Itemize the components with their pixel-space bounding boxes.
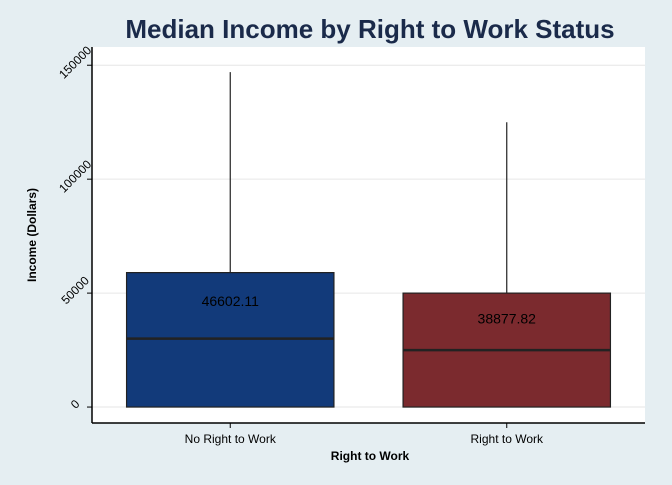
boxes: 46602.11 38877.82: [125, 72, 612, 408]
x-tick-label: No Right to Work: [185, 432, 277, 446]
data-label: 46602.11: [202, 293, 260, 309]
box-group: 46602.11: [125, 72, 335, 408]
x-ticks: No Right to Work Right to Work: [185, 423, 544, 446]
chart-title: Median Income by Right to Work Status: [125, 14, 614, 44]
x-axis-title: Right to Work: [331, 449, 410, 463]
x-tick-label: Right to Work: [471, 432, 544, 446]
axes: [91, 47, 645, 424]
y-axis-title: Income (Dollars): [25, 188, 39, 282]
box-group: 38877.82: [402, 122, 612, 408]
data-label: 38877.82: [478, 310, 537, 326]
